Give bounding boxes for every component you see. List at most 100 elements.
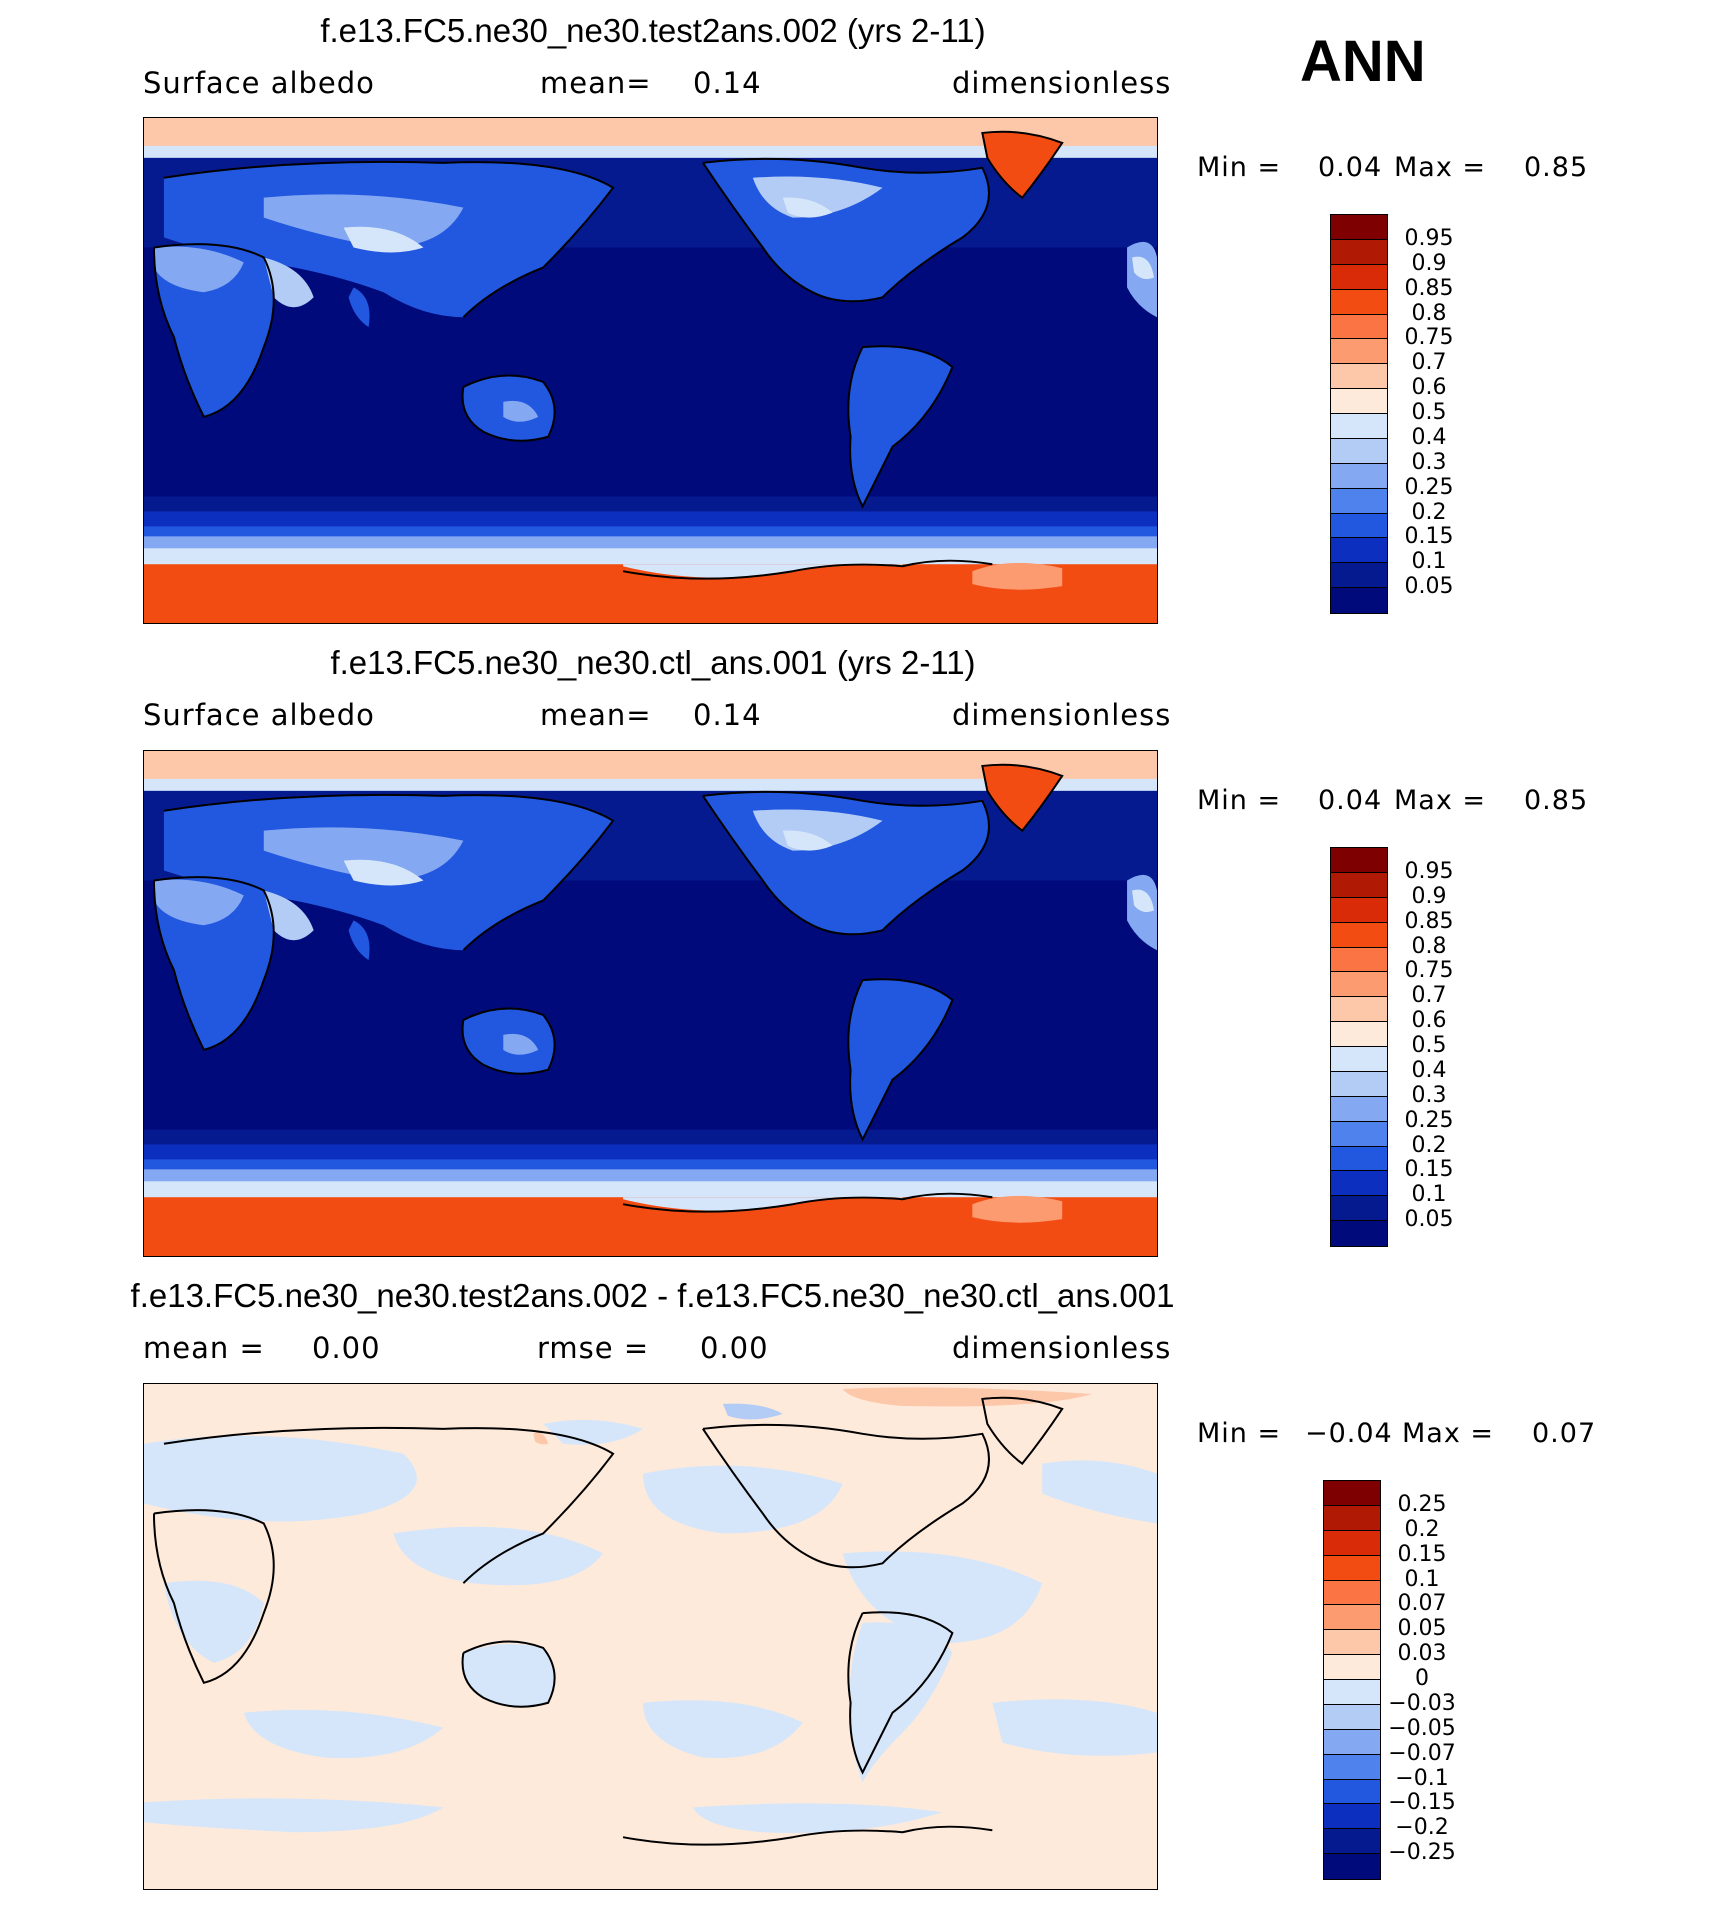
panel-1-map [143,117,1158,624]
colorbar-tick-label: 0.05 [1397,1616,1447,1642]
colorbar-tick-label: 0.8 [1411,300,1447,326]
colorbar-segment [1331,215,1387,240]
colorbar-tick-label: 0.75 [1404,325,1454,351]
panel-3-map-svg [144,1384,1157,1889]
colorbar-segment [1324,1704,1380,1730]
panel-3-rmse-value: 0.00 [700,1331,769,1365]
colorbar-segment [1324,1605,1380,1631]
panel-3-colorbar [1323,1480,1381,1880]
colorbar-segment [1331,1146,1387,1172]
panel-3-mean-value: 0.00 [312,1331,381,1365]
panel-3-max-label: Max = [1402,1418,1495,1449]
panel-1-max-value: 0.85 [1524,152,1589,183]
colorbar-segment [1324,1580,1380,1606]
colorbar-tick-label: −0.2 [1395,1815,1449,1841]
colorbar-tick-label: 0.25 [1404,1107,1454,1133]
colorbar-tick-label: 0.95 [1404,225,1454,251]
panel-2-map-svg [144,751,1157,1256]
colorbar-segment [1331,389,1387,414]
panel-1-variable-label: Surface albedo [143,66,375,100]
colorbar-segment [1331,289,1387,315]
panel-1-map-svg [144,118,1157,623]
panel-3-max-value: 0.07 [1532,1418,1597,1449]
colorbar-segment [1331,364,1387,390]
colorbar-segment [1331,1196,1387,1222]
colorbar-segment [1331,897,1387,923]
colorbar-segment [1331,1171,1387,1197]
colorbar-tick-label: 0.7 [1411,983,1447,1009]
panel-2-map [143,750,1158,1257]
panel-3-units-label: dimensionless [952,1331,1172,1365]
panel-2-mean-label: mean= [540,698,652,732]
panel-1-min-label: Min = [1197,152,1282,183]
colorbar-tick-label: 0.9 [1411,250,1447,276]
colorbar-tick-label: 0.6 [1411,1008,1447,1034]
colorbar-segment [1324,1829,1380,1855]
panel-3-title: f.e13.FC5.ne30_ne30.test2ans.002 - f.e13… [130,1277,1175,1314]
colorbar-tick-label: −0.07 [1388,1740,1456,1766]
colorbar-segment [1324,1804,1380,1830]
colorbar-segment [1331,463,1387,489]
colorbar-tick-label: 0.5 [1411,1033,1447,1058]
colorbar-tick-label: 0.07 [1397,1591,1447,1617]
colorbar-segment [1324,1630,1380,1656]
panel-1-min-value: 0.04 [1318,152,1383,183]
colorbar-tick-label: 0.4 [1411,424,1447,450]
colorbar-tick-label: 0.6 [1411,375,1447,401]
colorbar-segment [1331,947,1387,973]
colorbar-tick-label: 0.1 [1411,1182,1447,1208]
colorbar-tick-label: 0.3 [1411,1082,1447,1108]
colorbar-segment [1331,339,1387,365]
colorbar-segment [1331,922,1387,948]
panel-2-min-label: Min = [1197,785,1282,816]
colorbar-tick-label: 0.2 [1411,1132,1447,1158]
panel-1-units-label: dimensionless [952,66,1172,100]
panel-1-title: f.e13.FC5.ne30_ne30.test2ans.002 (yrs 2-… [320,12,986,49]
colorbar-segment [1331,1096,1387,1122]
panel-1-max-label: Max = [1394,152,1487,183]
colorbar-tick-label: 0.85 [1404,275,1454,301]
panel-2-mean-value: 0.14 [693,698,762,732]
colorbar-tick-label: 0.15 [1397,1541,1447,1567]
colorbar-tick-label: 0.15 [1404,524,1454,550]
colorbar-segment [1331,1071,1387,1097]
colorbar-tick-label: 0.2 [1411,499,1447,525]
colorbar-segment [1324,1680,1380,1705]
colorbar-segment [1324,1481,1380,1506]
colorbar-segment [1331,239,1387,265]
colorbar-segment [1331,314,1387,340]
colorbar-segment [1331,1121,1387,1147]
panel-2-title: f.e13.FC5.ne30_ne30.ctl_ans.001 (yrs 2-1… [330,644,976,681]
colorbar-segment [1324,1655,1380,1680]
colorbar-tick-label: 0.1 [1411,549,1447,575]
panel-2-colorbar [1330,847,1388,1247]
colorbar-tick-label: 0.25 [1397,1491,1447,1517]
colorbar-segment [1331,264,1387,290]
colorbar-segment [1331,588,1387,613]
colorbar-segment [1331,563,1387,589]
colorbar-tick-label: 0.15 [1404,1157,1454,1183]
panel-3-map [143,1383,1158,1890]
colorbar-tick-label: −0.15 [1388,1790,1456,1816]
colorbar-segment [1331,513,1387,539]
colorbar-tick-label: 0.05 [1404,574,1454,600]
season-label: ANN [1300,29,1426,94]
colorbar-segment [1324,1779,1380,1805]
colorbar-tick-label: 0 [1415,1666,1429,1691]
colorbar-segment [1324,1729,1380,1755]
panel-1-mean-value: 0.14 [693,66,762,100]
colorbar-tick-label: −0.25 [1388,1840,1456,1866]
panel-3-mean-label: mean = [143,1331,265,1365]
panel-1-mean-label: mean= [540,66,652,100]
colorbar-tick-label: 0.3 [1411,449,1447,475]
colorbar-tick-label: 0.9 [1411,883,1447,909]
colorbar-tick-label: 0.05 [1404,1207,1454,1233]
panel-3-min-value: −0.04 [1305,1418,1393,1449]
colorbar-tick-label: −0.05 [1388,1715,1456,1741]
colorbar-segment [1331,1022,1387,1047]
colorbar-tick-label: 0.75 [1404,958,1454,984]
colorbar-tick-label: 0.7 [1411,350,1447,376]
panel-2-max-label: Max = [1394,785,1487,816]
colorbar-tick-label: 0.95 [1404,858,1454,884]
panel-3-min-label: Min = [1197,1418,1282,1449]
